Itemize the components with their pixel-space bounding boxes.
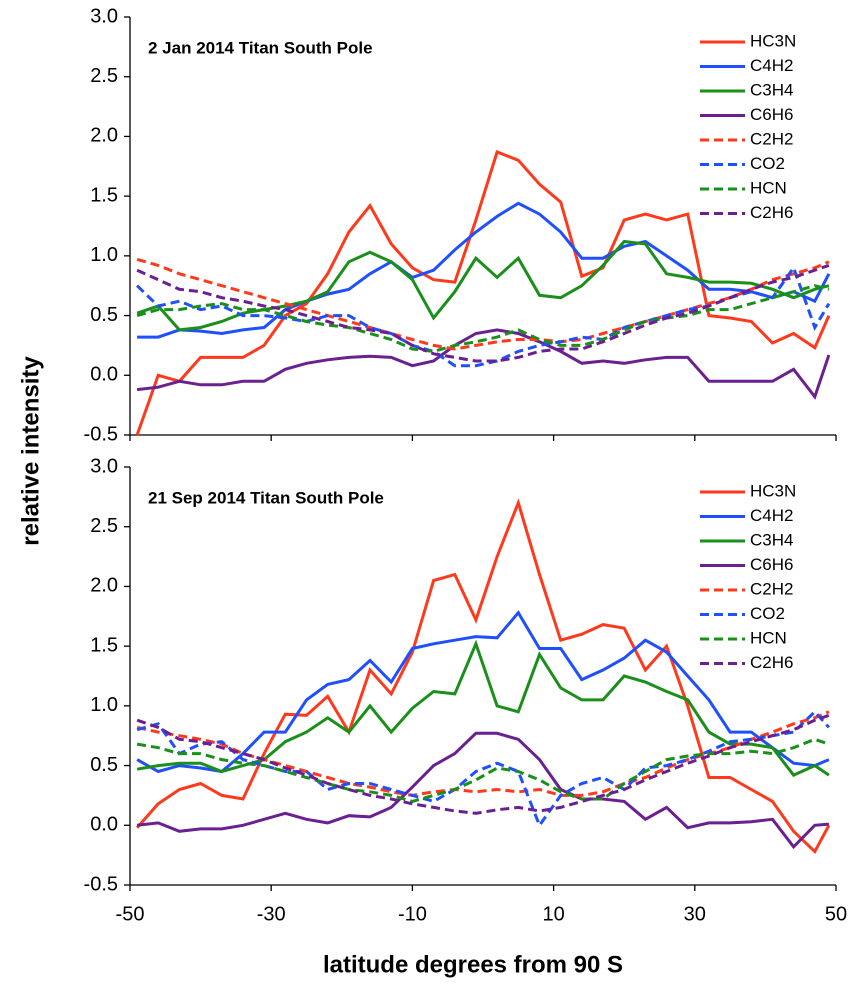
series-line xyxy=(135,150,831,436)
y-tick-label: 1.5 xyxy=(90,184,118,206)
legend-label: C4H2 xyxy=(750,506,793,525)
panel-title: 2 Jan 2014 Titan South Pole xyxy=(148,38,373,57)
y-tick-label: 2.0 xyxy=(90,125,118,147)
legend-label: C4H2 xyxy=(750,56,793,75)
series-line xyxy=(137,201,831,339)
y-tick-label: 2.5 xyxy=(90,65,118,87)
x-tick-label: 50 xyxy=(825,903,847,925)
series-line xyxy=(136,328,831,400)
series-line xyxy=(136,710,830,797)
y-tick-label: 0.5 xyxy=(90,304,118,326)
x-tick-label: -10 xyxy=(398,903,427,925)
y-tick-label: 0.0 xyxy=(90,814,118,836)
series-line xyxy=(136,257,830,351)
y-tick-label: 2.0 xyxy=(90,575,118,597)
y-tick-label: 1.0 xyxy=(90,244,118,266)
x-axis-title: latitude degrees from 90 S xyxy=(323,951,623,978)
y-tick-label: 3.0 xyxy=(90,455,118,477)
series-line xyxy=(136,610,830,774)
y-tick-label: 0.5 xyxy=(90,754,118,776)
legend-label: HC3N xyxy=(750,31,796,50)
panel-title: 21 Sep 2014 Titan South Pole xyxy=(148,488,384,507)
x-tick-label: -50 xyxy=(116,903,145,925)
legend-label: C2H6 xyxy=(750,203,793,222)
y-tick-label: 2.5 xyxy=(90,515,118,537)
y-tick-label: 1.0 xyxy=(90,694,118,716)
series-line xyxy=(136,263,830,363)
y-tick-label: -0.5 xyxy=(84,423,118,445)
y-tick-label: 0.0 xyxy=(90,364,118,386)
y-tick-label: -0.5 xyxy=(84,873,118,895)
series-line xyxy=(136,239,830,332)
y-axis-title: relative intensity xyxy=(17,356,44,546)
series-line xyxy=(136,709,831,829)
y-tick-label: 1.5 xyxy=(90,634,118,656)
legend-label: C2H2 xyxy=(750,129,793,148)
legend-label: HCN xyxy=(750,178,787,197)
series-line xyxy=(136,731,830,850)
legend-label: CO2 xyxy=(750,154,785,173)
x-tick-label: 30 xyxy=(684,903,706,925)
legend-label: C3H4 xyxy=(750,80,793,99)
legend-label: C3H4 xyxy=(750,530,793,549)
legend-label: C2H6 xyxy=(750,653,793,672)
series-line xyxy=(136,713,830,815)
legend-label: HCN xyxy=(750,628,787,647)
legend-label: C2H2 xyxy=(750,579,793,598)
series-line xyxy=(136,737,830,803)
legend-label: C6H6 xyxy=(750,555,793,574)
legend-label: CO2 xyxy=(750,604,785,623)
x-tick-label: 10 xyxy=(542,903,564,925)
legend-label: C6H6 xyxy=(750,105,793,124)
x-tick-label: -30 xyxy=(257,903,286,925)
series-line xyxy=(136,284,830,353)
y-tick-label: 3.0 xyxy=(90,5,118,27)
series-line xyxy=(135,498,831,855)
legend-label: HC3N xyxy=(750,481,796,500)
